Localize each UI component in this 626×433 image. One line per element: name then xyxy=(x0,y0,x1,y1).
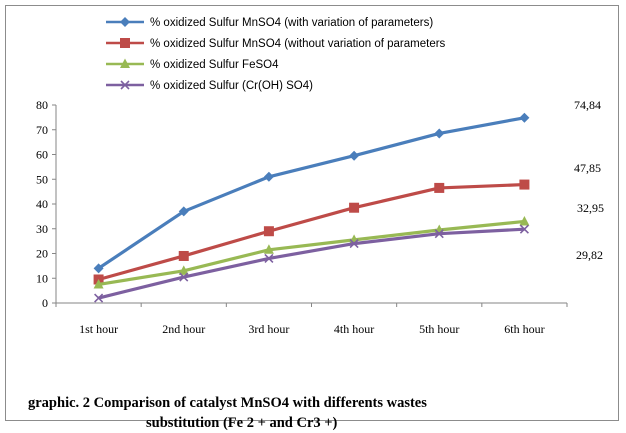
legend-label: % oxidized Sulfur MnSO4 (without variati… xyxy=(150,38,446,50)
end-value-label: 29,82 xyxy=(576,248,603,262)
y-tick-label: 0 xyxy=(42,296,48,310)
x-tick-label: 6th hour xyxy=(504,322,544,336)
data-point xyxy=(93,263,104,274)
legend-marker xyxy=(120,58,130,68)
series-line xyxy=(98,227,525,300)
end-value-label: 47,85 xyxy=(574,161,601,175)
data-point xyxy=(94,293,104,303)
y-tick-label: 30 xyxy=(36,222,48,236)
x-tick-label: 4th hour xyxy=(334,322,374,336)
data-point xyxy=(263,171,274,182)
legend-label: % oxidized Sulfur (Cr(OH) SO4) xyxy=(150,80,313,92)
y-tick-label: 70 xyxy=(36,123,48,137)
data-point xyxy=(434,229,444,239)
series-layer xyxy=(93,112,530,303)
end-value-label: 32,95 xyxy=(577,201,604,215)
y-tick-label: 10 xyxy=(36,271,48,285)
data-point xyxy=(519,179,530,190)
end-labels: 74,84 47,85 32,95 29,82 xyxy=(574,98,604,262)
data-point xyxy=(178,265,189,275)
legend-entry: % oxidized Sulfur MnSO4 (without variati… xyxy=(106,38,446,50)
caption-line-1: graphic. 2 Comparison of catalyst MnSO4 … xyxy=(28,395,427,411)
data-point xyxy=(434,182,445,193)
axes: 0 10 20 30 40 50 60 70 80 1st hour 2nd hour 3rd hou… xyxy=(36,98,568,336)
x-tick-label: 5th hour xyxy=(419,322,459,336)
legend-marker xyxy=(120,17,130,27)
data-point xyxy=(519,224,529,234)
legend-entry: % oxidized Sulfur MnSO4 (with variation … xyxy=(106,17,433,29)
data-point xyxy=(434,128,445,139)
legend-entry: % oxidized Sulfur (Cr(OH) SO4) xyxy=(106,80,313,92)
y-tick-label: 60 xyxy=(36,148,48,162)
series-4 xyxy=(94,224,529,303)
series-line xyxy=(98,182,525,282)
data-point xyxy=(263,226,274,237)
data-point xyxy=(263,244,274,254)
series-line xyxy=(98,219,525,287)
y-tick-label: 20 xyxy=(36,247,48,261)
x-tick-label: 2nd hour xyxy=(162,322,205,336)
data-point xyxy=(349,239,359,249)
legend-marker xyxy=(120,38,130,48)
y-tick-label: 80 xyxy=(36,98,48,112)
x-tick-label: 1st hour xyxy=(79,322,118,336)
data-point xyxy=(179,272,189,282)
data-point xyxy=(93,278,104,289)
legend-marker xyxy=(120,80,130,90)
data-point xyxy=(349,202,360,213)
figure-caption: graphic. 2 Comparison of catalyst MnSO4 … xyxy=(28,393,427,433)
y-tick-label: 40 xyxy=(36,197,48,211)
series-1 xyxy=(93,112,530,274)
legend-label: % oxidized Sulfur FeSO4 xyxy=(150,59,279,71)
data-point xyxy=(264,253,274,264)
data-point xyxy=(519,112,530,123)
data-point xyxy=(349,150,360,161)
line-chart: % oxidized Sulfur MnSO4 (with variation … xyxy=(36,17,604,336)
legend-label: % oxidized Sulfur MnSO4 (with variation … xyxy=(150,17,433,29)
legend: % oxidized Sulfur MnSO4 (with variation … xyxy=(106,17,446,92)
data-point xyxy=(178,206,189,217)
legend-entry: % oxidized Sulfur FeSO4 xyxy=(106,58,279,71)
chart-frame: % oxidized Sulfur MnSO4 (with variation … xyxy=(5,5,619,431)
caption-line-2: substitution (Fe 2 + and Cr3 +) xyxy=(146,415,338,431)
x-tick-label: 3rd hour xyxy=(248,322,289,336)
data-point xyxy=(178,250,189,261)
end-value-label: 74,84 xyxy=(574,98,601,112)
series-line xyxy=(97,116,525,270)
data-point xyxy=(519,215,530,226)
y-tick-label: 50 xyxy=(36,172,48,186)
